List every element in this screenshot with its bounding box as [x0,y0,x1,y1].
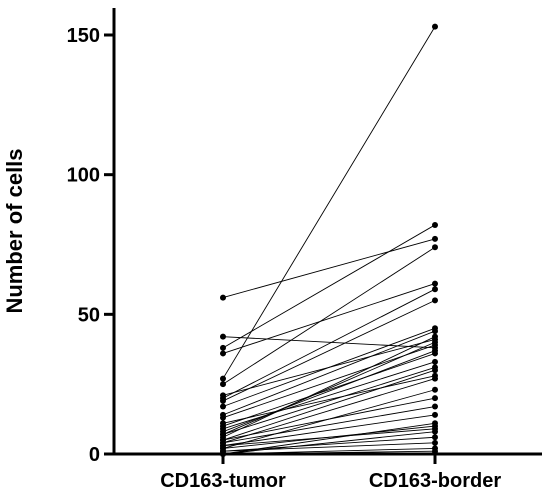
pair-line [222,366,436,435]
pair-line [222,299,436,402]
tumor-point [220,451,226,457]
y-axis-title: Number of cells [2,148,27,313]
pair-line [222,341,436,435]
border-point [432,420,438,427]
tumor-point [220,294,226,301]
pair-line [222,350,436,433]
x-tick-label: CD163-tumor [160,470,286,492]
border-point [432,221,438,228]
tumor-point [220,414,226,421]
tumor-point [220,397,226,404]
pair-line [222,353,436,427]
pair-line [222,330,436,416]
border-point [432,244,438,251]
pair-line [222,369,436,441]
pair-line [222,26,436,379]
border-point [432,333,438,340]
pair-line [222,238,436,299]
y-tick-label: 100 [67,165,100,187]
y-ticks: 0 50 100 150 [67,25,114,466]
pair-line [222,425,436,449]
pair-line [222,450,436,455]
border-point [432,328,438,335]
tumor-point [220,344,226,351]
y-tick-label: 150 [67,25,100,47]
tumor-point [220,381,226,388]
border-point [432,434,438,441]
y-tick-label: 50 [78,304,100,326]
tumor-point [220,333,226,340]
border-point [432,411,438,418]
border-point [432,297,438,304]
x-tick-label: CD163-border [369,470,501,492]
pair-line [222,288,436,399]
border-point [432,403,438,410]
pair-line [222,246,436,385]
pair-line [222,327,436,407]
border-point [432,286,438,293]
tumor-point [220,403,226,410]
border-point [432,235,438,242]
pair-line [222,431,436,455]
y-tick-label: 0 [89,444,100,466]
border-point [432,347,438,354]
pair-line [222,378,436,444]
pair-line [222,442,436,452]
border-point [432,395,438,402]
data-points [220,23,438,457]
pair-line [222,414,436,447]
pair-line [222,336,436,438]
pair-line [222,422,436,455]
border-point [432,448,438,455]
border-point [432,428,438,435]
pair-line [222,389,436,449]
border-point [432,339,438,346]
pair-line [222,336,436,349]
tumor-point [220,375,226,382]
pair-line [222,375,436,424]
border-point [432,386,438,393]
border-point [432,280,438,287]
border-point [432,358,438,365]
pair-line [222,406,436,444]
border-point [432,439,438,446]
border-point [432,375,438,382]
pair-line [222,224,436,349]
pair-line [222,283,436,354]
tumor-point [220,350,226,357]
border-point [432,23,438,30]
pair-lines [222,26,436,455]
pair-line [222,447,436,455]
x-ticks: CD163-tumor CD163-border [160,454,501,492]
border-point [432,367,438,374]
